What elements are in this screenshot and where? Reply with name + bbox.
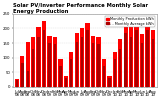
- Bar: [145, 23, 150, 87]
- Bar: [91, 36, 95, 87]
- Bar: [70, 59, 72, 87]
- Bar: [31, 37, 35, 87]
- Bar: [129, 27, 133, 87]
- Bar: [124, 24, 128, 87]
- Bar: [64, 76, 68, 87]
- Bar: [102, 59, 106, 87]
- Bar: [59, 66, 62, 87]
- Bar: [69, 52, 73, 87]
- Bar: [103, 66, 105, 87]
- Bar: [21, 63, 24, 87]
- Text: Solar PV/Inverter Performance Monthly Solar Energy Production: Solar PV/Inverter Performance Monthly So…: [13, 3, 148, 14]
- Bar: [37, 37, 40, 87]
- Bar: [141, 43, 143, 87]
- Bar: [119, 49, 121, 87]
- Bar: [86, 30, 89, 87]
- Bar: [54, 44, 56, 87]
- Bar: [96, 37, 101, 87]
- Bar: [43, 30, 45, 87]
- Bar: [48, 43, 51, 87]
- Bar: [27, 71, 29, 87]
- Bar: [108, 78, 111, 87]
- Bar: [42, 21, 46, 87]
- Bar: [58, 59, 63, 87]
- Bar: [16, 80, 18, 87]
- Bar: [97, 44, 100, 87]
- Bar: [26, 42, 30, 87]
- Bar: [85, 23, 90, 87]
- Bar: [80, 28, 84, 87]
- Bar: [20, 56, 24, 87]
- Bar: [75, 33, 79, 87]
- Bar: [151, 30, 155, 87]
- Legend: Monthly Production kWh, - - Monthly Average kWh: Monthly Production kWh, - - Monthly Aver…: [105, 16, 155, 27]
- Bar: [76, 42, 78, 87]
- Bar: [146, 30, 149, 87]
- Bar: [140, 34, 144, 87]
- Bar: [113, 52, 117, 87]
- Bar: [47, 36, 52, 87]
- Bar: [114, 59, 116, 87]
- Bar: [81, 37, 83, 87]
- Bar: [53, 37, 57, 87]
- Bar: [134, 23, 139, 87]
- Bar: [118, 39, 122, 87]
- Bar: [65, 78, 67, 87]
- Bar: [32, 49, 34, 87]
- Bar: [152, 39, 154, 87]
- Bar: [130, 37, 132, 87]
- Bar: [135, 30, 138, 87]
- Bar: [107, 76, 112, 87]
- Bar: [124, 33, 127, 87]
- Bar: [36, 27, 41, 87]
- Bar: [15, 79, 19, 87]
- Bar: [92, 43, 94, 87]
